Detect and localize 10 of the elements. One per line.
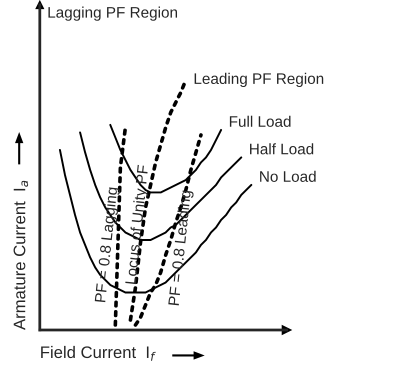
text: Locus of Unity PF (124, 164, 152, 284)
series-label: Full Load (230, 116, 291, 127)
text: PF = 0.8 Lagging (94, 187, 120, 302)
annotation: Leading PF Region (194, 72, 324, 88)
x-axis-title: Field Current I$_{f}$ (41, 346, 156, 361)
text: Lagging PF Region (48, 6, 178, 21)
series-label: Half Load (250, 143, 314, 154)
series-label: No Load (260, 170, 316, 182)
y-axis-title: Armature Current I$_{a}$ (14, 180, 28, 330)
text: PF = 0.8 Leading (168, 190, 194, 306)
